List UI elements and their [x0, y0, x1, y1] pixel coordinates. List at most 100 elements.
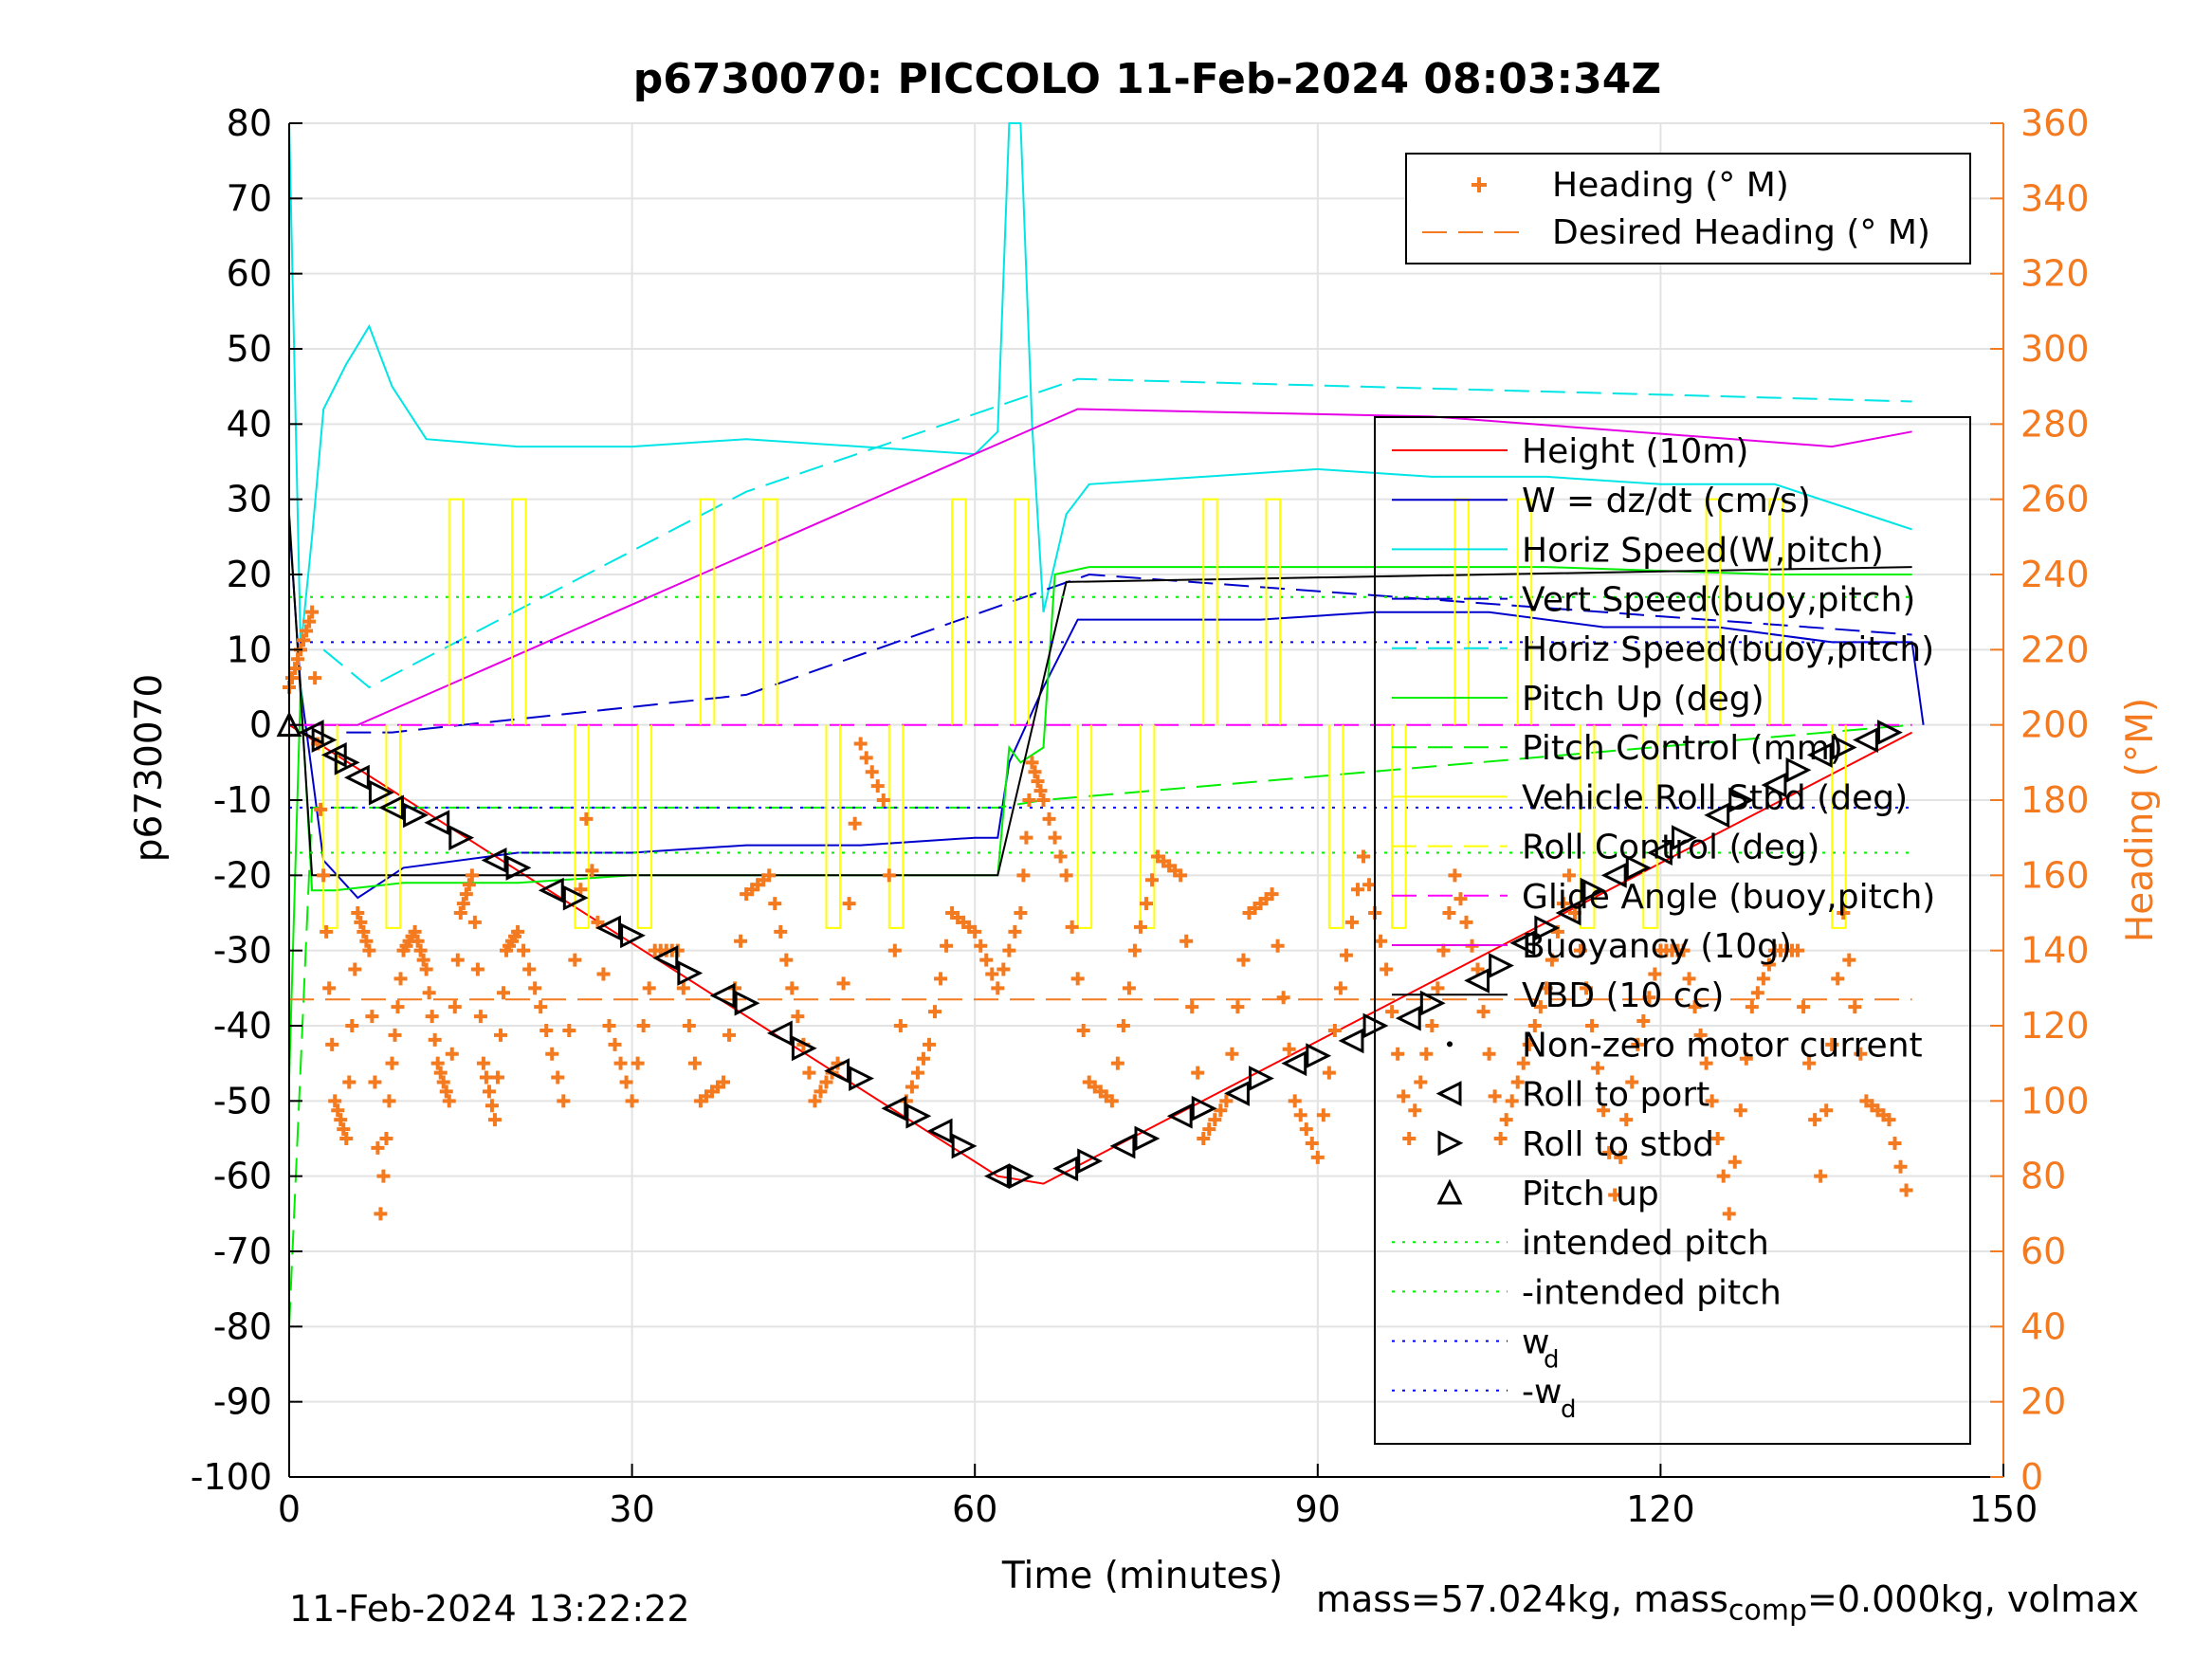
legend-heading: Heading (° M) Desired Heading (° M): [1405, 153, 1971, 264]
heading-point: [484, 1099, 499, 1113]
heading-point: [1488, 1089, 1502, 1103]
heading-point: [1854, 1047, 1868, 1061]
y-tick-label-right: 60: [2020, 1231, 2066, 1272]
legend-entry-label: Non-zero motor current: [1522, 1026, 1923, 1065]
heading-point: [562, 1023, 576, 1037]
roll-to-port-marker: [652, 945, 679, 972]
heading-point: [842, 897, 856, 911]
legend-dot-icon: [1447, 1041, 1453, 1048]
heading-point: [470, 962, 484, 976]
heading-point: [1414, 1075, 1428, 1089]
heading-point: [1282, 1042, 1296, 1056]
heading-point: [339, 1132, 354, 1145]
y-tick-label-right: 0: [2020, 1456, 2043, 1498]
heading-point: [1819, 1103, 1834, 1118]
roll-to-port-marker: [983, 1163, 1010, 1190]
roll-to-port-marker: [881, 1095, 907, 1121]
heading-point: [676, 981, 690, 995]
heading-point: [1022, 793, 1036, 807]
heading-point: [1344, 915, 1359, 929]
heading-point: [1882, 1113, 1896, 1127]
roll-control-pulse: [511, 498, 527, 725]
heading-point: [848, 816, 862, 830]
heading-point: [337, 1122, 351, 1137]
roll-to-stbd-marker: [1306, 1043, 1332, 1069]
roll-to-stbd-marker: [677, 960, 704, 986]
legend-entry-label: Horiz Speed(buoy,pitch): [1522, 630, 1934, 669]
y-tick-label-right: 220: [2020, 629, 2090, 670]
heading-point: [1597, 1103, 1611, 1118]
heading-point: [379, 1132, 393, 1145]
heading-point: [1327, 1023, 1342, 1037]
heading-point: [910, 1066, 924, 1080]
heading-point: [490, 1070, 504, 1085]
heading-point: [1476, 1005, 1490, 1019]
x-tick-label: 150: [1969, 1488, 2038, 1530]
roll-to-stbd-marker: [1489, 953, 1515, 978]
heading-point: [1722, 1207, 1736, 1221]
legend-entry-label: -intended pitch: [1522, 1273, 1782, 1312]
series-line: [288, 514, 1912, 877]
roll-to-stbd-marker: [905, 1103, 932, 1129]
heading-point: [1357, 849, 1371, 864]
heading-point: [1636, 1014, 1651, 1029]
y-tick-label-left: -30: [213, 930, 272, 972]
heading-point: [1716, 1169, 1730, 1183]
heading-point: [1728, 1155, 1742, 1169]
y-tick-label-right: 40: [2020, 1305, 2066, 1347]
legend-entry-label: Pitch Up (deg): [1522, 680, 1764, 719]
heading-point: [428, 1032, 442, 1047]
roll-to-stbd-marker: [734, 990, 760, 1016]
heading-point: [482, 1085, 496, 1099]
heading-point: [1459, 915, 1473, 929]
y-tick-label-left: 0: [249, 704, 272, 746]
roll-to-port-marker: [1600, 862, 1627, 888]
heading-point: [631, 1056, 645, 1070]
heading-point: [359, 934, 374, 948]
roll-control-pulse: [887, 724, 905, 929]
y-tick-label-right: 20: [2020, 1381, 2066, 1423]
heading-point: [302, 614, 317, 629]
heading-point: [1808, 1113, 1822, 1127]
legend-entry-label: -w: [1522, 1373, 1562, 1412]
roll-control-pulse: [1705, 498, 1722, 725]
heading-point: [1505, 1094, 1519, 1108]
heading-point: [368, 1075, 382, 1089]
heading-point: [425, 1010, 439, 1024]
heading-point: [574, 883, 588, 897]
heading-point: [1322, 1066, 1336, 1080]
heading-point: [1236, 953, 1251, 967]
heading-point: [467, 915, 482, 929]
heading-point: [351, 906, 365, 920]
roll-to-port-marker: [595, 915, 621, 941]
heading-point: [1688, 1000, 1702, 1014]
heading-point: [1293, 1108, 1307, 1122]
heading-point: [325, 1037, 339, 1051]
heading-point: [1574, 943, 1588, 957]
roll-to-port-marker: [1464, 967, 1490, 994]
heading-point: [1214, 1103, 1228, 1118]
heading-point: [551, 1070, 565, 1085]
heading-point: [1065, 920, 1079, 934]
heading-point: [1533, 1000, 1547, 1014]
heading-point: [1710, 1132, 1725, 1145]
y-tick-label-left: 30: [227, 479, 272, 520]
heading-point: [1837, 906, 1851, 920]
heading-point: [1202, 1122, 1216, 1137]
roll-to-stbd-marker: [1728, 787, 1755, 813]
heading-point: [1191, 1066, 1205, 1080]
heading-point: [382, 1094, 396, 1108]
heading-point: [882, 868, 896, 883]
heading-point: [968, 924, 982, 939]
heading-point: [1493, 1132, 1508, 1145]
mass-note-prefix: mass=57.024kg, mass: [1316, 1578, 1728, 1620]
heading-point: [934, 972, 948, 986]
y-tick-label-left: -40: [213, 1005, 272, 1047]
y-tick-label-right: 260: [2020, 479, 2090, 520]
roll-to-stbd-marker: [1419, 990, 1446, 1016]
roll-to-port-marker: [343, 764, 370, 791]
roll-to-stbd-marker: [951, 1133, 978, 1159]
heading-point: [1631, 1037, 1645, 1051]
heading-point: [1127, 943, 1142, 957]
heading-point: [940, 939, 954, 953]
